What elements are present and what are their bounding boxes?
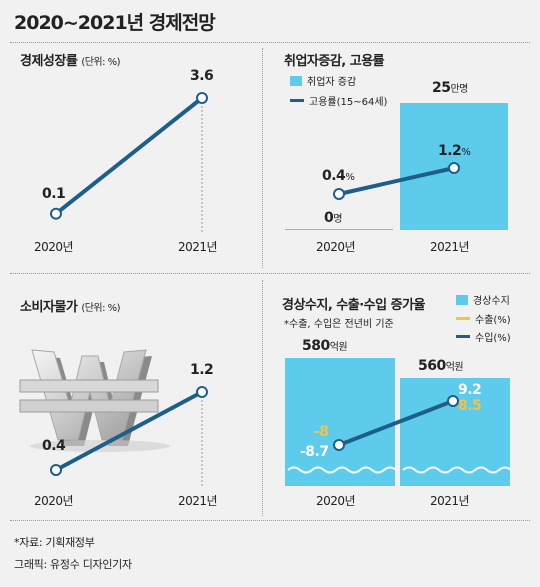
divider-bottom (10, 520, 530, 521)
divider-vertical-upper (262, 48, 263, 268)
import-label-2020: -8.7 (300, 444, 329, 460)
trade-note: *수출, 수입은 전년비 기준 (284, 319, 394, 330)
trade-legend-bar-swatch (456, 294, 468, 305)
trade-legend-bar: 경상수지 (456, 292, 510, 307)
gdp-point-2021 (196, 92, 208, 104)
employment-rate-point-2020 (333, 188, 345, 200)
trade-panel-title: 경상수지, 수출·수입 증가율 (282, 298, 426, 313)
trade-legend-export: 수출(%) (456, 311, 511, 326)
trade-legend-import-label: 수입(%) (475, 333, 511, 344)
employment-rate-line (338, 166, 455, 196)
employment-rate-point-2021 (448, 162, 460, 174)
cpi-series-line (55, 390, 203, 472)
trade-xtick-2020: 2020년 (316, 494, 356, 508)
cpi-point-2021 (196, 386, 208, 398)
cpi-title: 소비자물가 (20, 300, 78, 315)
cpi-xtick-2021: 2021년 (178, 494, 218, 508)
gdp-xtick-2021: 2021년 (178, 240, 218, 254)
divider-middle (10, 273, 530, 274)
employment-legend-bar-swatch (290, 75, 302, 86)
gdp-unit: (단위: %) (81, 57, 121, 68)
import-line (338, 399, 454, 447)
page-title: 2020~2021년 경제전망 (14, 12, 216, 34)
employment-legend-line-label: 고용률(15~64세) (309, 97, 388, 108)
cpi-xtick-2020: 2020년 (34, 494, 74, 508)
employment-rate-label-2021: 1.2% (438, 143, 471, 159)
bar-break-wave-2021 (402, 466, 512, 474)
gdp-panel-title: 경제성장률 (단위: %) (20, 50, 121, 69)
gdp-label-2020: 0.1 (42, 185, 66, 202)
source-note: *자료: 기획재정부 (14, 536, 95, 549)
trade-legend-import: 수입(%) (456, 329, 511, 344)
trade-legend-export-swatch (456, 317, 470, 320)
trade-legend-export-label: 수출(%) (475, 315, 511, 326)
employment-bar-label-2020: 0명 (324, 210, 342, 226)
cpi-label-2020: 0.4 (42, 438, 66, 454)
employment-bar-label-2021: 25만명 (432, 80, 468, 96)
won-symbol-icon (19, 349, 170, 452)
gdp-point-2020 (50, 207, 62, 220)
gdp-xtick-2020: 2020년 (34, 240, 74, 254)
current-account-label-2020: 580억원 (302, 338, 348, 354)
employment-xtick-2020: 2020년 (316, 240, 356, 254)
import-label-2021: 9.2 (458, 382, 482, 398)
divider-vertical-lower (262, 280, 263, 516)
employment-legend-line-swatch (290, 99, 304, 102)
bar-break-wave-2020 (287, 466, 397, 474)
current-account-label-2021: 560억원 (418, 358, 464, 374)
export-label-2021: 8.5 (458, 398, 482, 414)
employment-legend-bar-label: 취업자 증감 (307, 77, 357, 88)
employment-rate-label-2020: 0.4% (322, 168, 355, 184)
employment-xtick-2021: 2021년 (430, 240, 470, 254)
trade-point-2021 (447, 395, 459, 407)
cpi-point-2020 (50, 464, 62, 476)
trade-legend-import-swatch (456, 335, 470, 338)
trade-xtick-2021: 2021년 (430, 494, 470, 508)
trade-point-2020 (333, 439, 345, 451)
employment-legend-bar: 취업자 증감 (290, 73, 356, 88)
graphic-credit: 그래픽: 유정수 디자인기자 (14, 558, 132, 571)
current-account-bar-2021 (400, 378, 510, 486)
gdp-title: 경제성장률 (20, 54, 78, 69)
trade-legend-bar-label: 경상수지 (473, 296, 510, 307)
current-account-bar-2020 (285, 358, 395, 486)
export-label-2020: -8 (314, 424, 329, 440)
cpi-label-2021: 1.2 (190, 362, 214, 378)
cpi-panel-title: 소비자물가 (단위: %) (20, 296, 121, 315)
employment-panel-title: 취업자증감, 고용률 (284, 54, 385, 69)
gdp-label-2021: 3.6 (190, 68, 214, 84)
gdp-series-line (54, 96, 204, 216)
divider-top (10, 42, 530, 43)
employment-legend-line: 고용률(15~64세) (290, 93, 387, 108)
employment-bar-2020 (285, 229, 393, 230)
cpi-unit: (단위: %) (81, 303, 121, 314)
